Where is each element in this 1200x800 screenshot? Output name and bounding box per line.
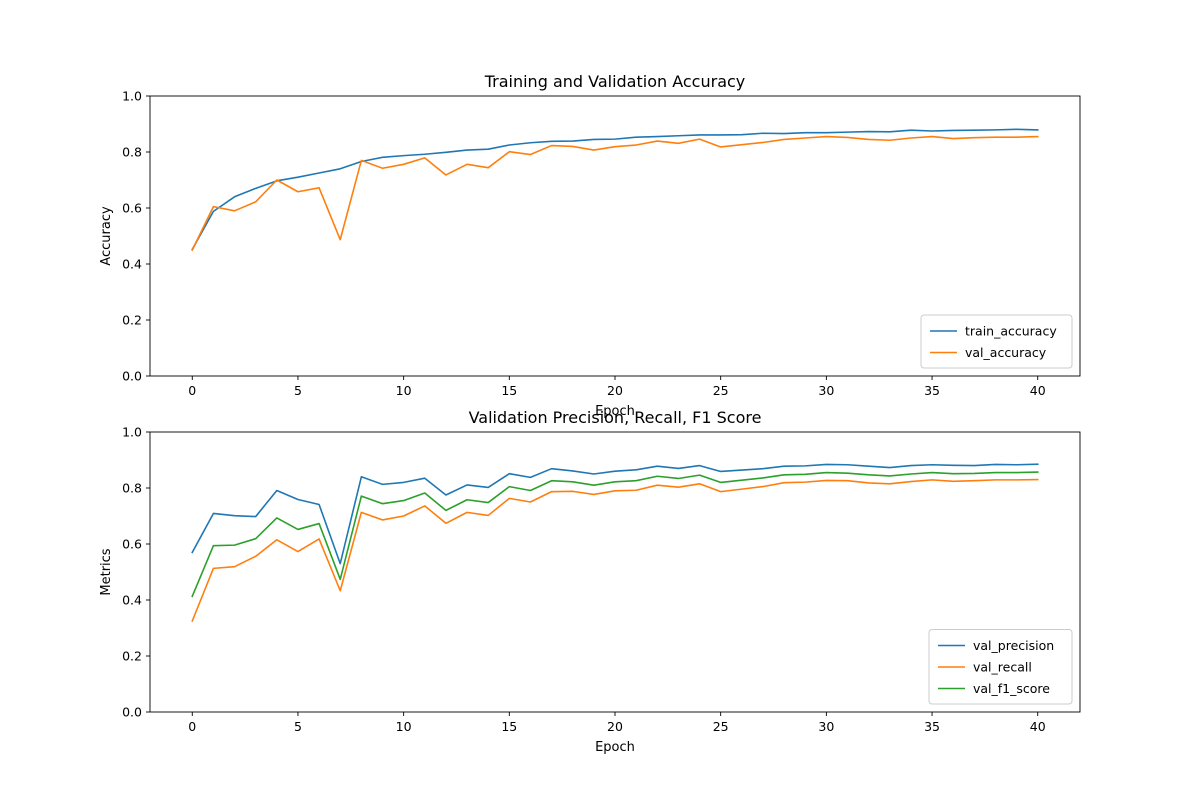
- legend-label: train_accuracy: [965, 324, 1057, 339]
- series-line-val-precision: [191, 463, 1039, 565]
- legend-label: val_precision: [973, 638, 1054, 653]
- y-axis-label: Accuracy: [99, 206, 114, 266]
- y-tick-label: 0.6: [122, 201, 142, 216]
- x-tick-label: 20: [607, 719, 623, 734]
- x-tick-label: 20: [607, 383, 623, 398]
- y-tick-label: 0.2: [122, 649, 142, 664]
- legend: val_precision val_recall val_f1_score: [928, 629, 1073, 705]
- x-tick-label: 0: [188, 719, 196, 734]
- series-line-train-accuracy: [191, 128, 1039, 251]
- x-tick-label: 10: [396, 719, 412, 734]
- legend: train_accuracy val_accuracy: [920, 314, 1073, 369]
- x-tick-label: 15: [501, 383, 517, 398]
- y-tick-label: 0.0: [122, 705, 142, 720]
- subplot-2: 0 5 10 15 20 25 30 35 40 0.0 0.2 0.4 0.6 0.8 1.0 Valida…: [99, 408, 1081, 755]
- legend-label: val_recall: [973, 660, 1032, 675]
- x-tick-label: 40: [1030, 719, 1046, 734]
- x-tick-label: 15: [501, 719, 517, 734]
- legend-label: val_accuracy: [965, 345, 1047, 360]
- y-tick-label: 0.0: [122, 369, 142, 384]
- x-axis-label: Epoch: [595, 404, 635, 419]
- x-tick-label: 40: [1030, 383, 1046, 398]
- x-tick-label: 30: [818, 719, 834, 734]
- x-tick-label: 10: [396, 383, 412, 398]
- legend-box: [920, 314, 1073, 369]
- x-tick-label: 30: [818, 383, 834, 398]
- x-tick-label: 35: [924, 719, 940, 734]
- x-tick-label: 5: [294, 719, 302, 734]
- y-axis-label: Metrics: [99, 548, 114, 595]
- series-line-val-f1-score: [191, 471, 1039, 598]
- legend-box: [928, 629, 1073, 705]
- y-tick-label: 0.4: [122, 257, 142, 272]
- y-tick-label: 1.0: [122, 425, 142, 440]
- x-tick-label: 5: [294, 383, 302, 398]
- y-tick-label: 0.2: [122, 313, 142, 328]
- x-axis-label: Epoch: [595, 740, 635, 755]
- x-tick-label: 0: [188, 383, 196, 398]
- y-tick-label: 0.8: [122, 481, 142, 496]
- y-tick-label: 0.6: [122, 537, 142, 552]
- y-tick-label: 0.4: [122, 593, 142, 608]
- x-tick-label: 25: [713, 383, 729, 398]
- y-tick-label: 1.0: [122, 89, 142, 104]
- x-tick-label: 35: [924, 383, 940, 398]
- series-line-val-accuracy: [191, 135, 1039, 252]
- x-tick-label: 25: [713, 719, 729, 734]
- legend-label: val_f1_score: [973, 681, 1050, 696]
- series-line-val-recall: [191, 478, 1039, 623]
- y-tick-label: 0.8: [122, 145, 142, 160]
- subplot-1: 0 5 10 15 20 25 30 35 40 0.0 0.2 0.4 0.6 0.8 1.0 Traini…: [99, 72, 1081, 419]
- chart-title: Validation Precision, Recall, F1 Score: [469, 408, 762, 427]
- chart-title: Training and Validation Accuracy: [484, 72, 746, 91]
